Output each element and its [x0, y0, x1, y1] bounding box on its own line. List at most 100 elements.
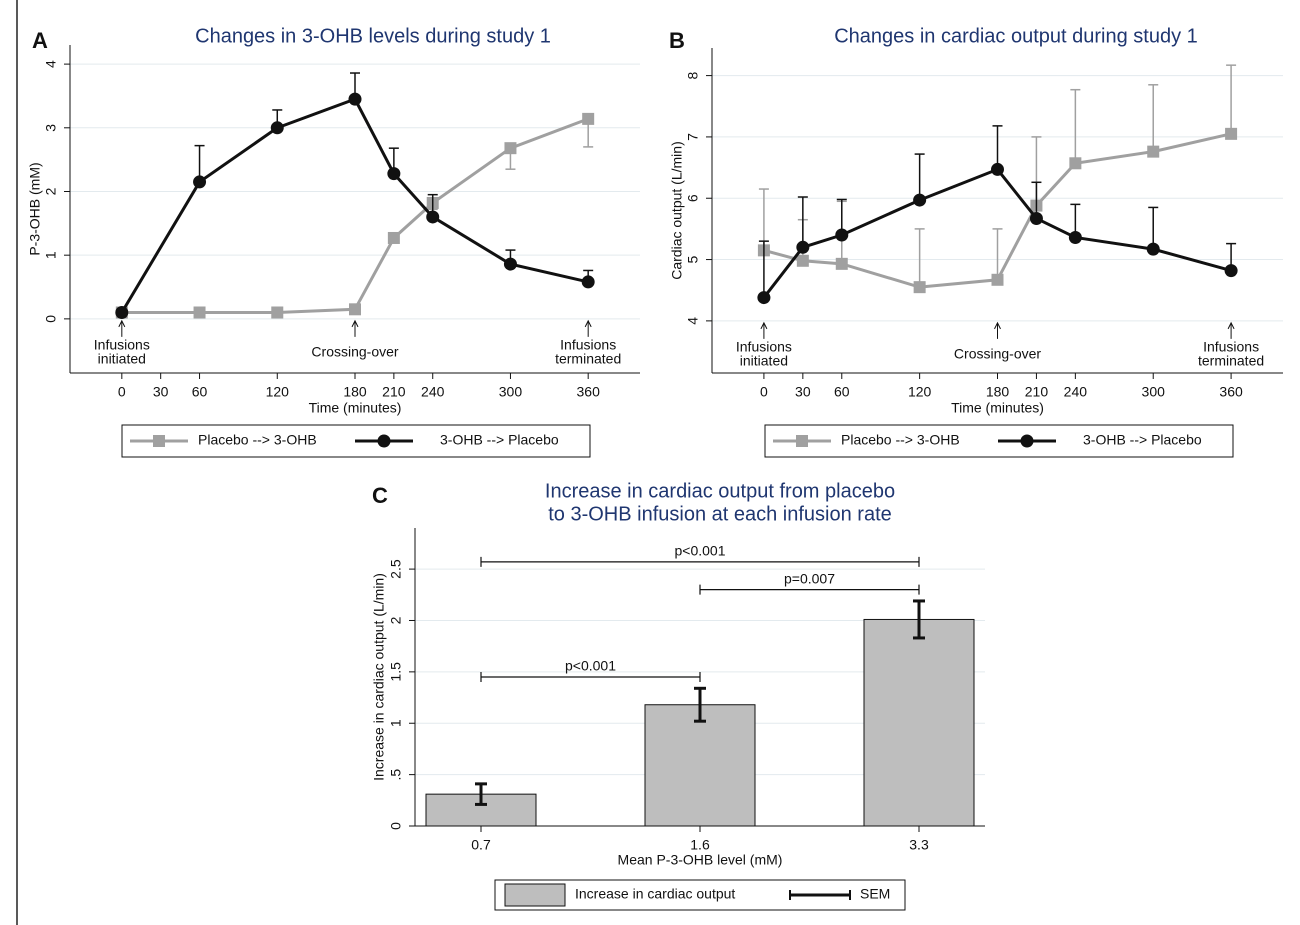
bar	[644, 704, 756, 827]
marker	[1225, 127, 1238, 140]
annotation-text: Infusions	[736, 339, 792, 355]
significance-bracket	[480, 556, 920, 567]
annotation-arrowhead	[118, 319, 126, 328]
legend-marker	[1020, 434, 1034, 448]
x-tick-label: 300	[1142, 384, 1166, 400]
y-tick-label: 5	[685, 255, 701, 263]
y-axis-label: P-3-OHB (mM)	[27, 162, 43, 255]
marker	[581, 275, 595, 289]
y-tick-label: 4	[43, 60, 59, 68]
x-tick-label: 120	[908, 384, 932, 400]
chart-title: Changes in cardiac output during study 1	[834, 25, 1198, 47]
significance-bracket	[699, 584, 920, 595]
chart-title: Changes in 3-OHB levels during study 1	[195, 25, 551, 47]
x-tick-label: 210	[382, 384, 406, 400]
annotation-text: Infusions	[94, 337, 150, 353]
legend-label: SEM	[860, 886, 890, 902]
marker	[1147, 145, 1160, 158]
legend-label: Placebo --> 3-OHB	[841, 432, 960, 448]
x-tick-label: 30	[153, 384, 169, 400]
y-tick-label: 6	[685, 194, 701, 202]
annotation-text: Infusions	[1203, 339, 1259, 355]
marker	[1146, 242, 1160, 256]
bar	[863, 618, 975, 827]
y-tick-label: 1	[43, 251, 59, 259]
annotation-text: terminated	[1198, 353, 1264, 369]
annotation-text: terminated	[555, 351, 621, 367]
x-tick-label: 60	[192, 384, 208, 400]
annotation-text: initiated	[98, 351, 146, 367]
panel-label: C	[372, 483, 388, 508]
chart-title: Increase in cardiac output from placebo	[545, 480, 895, 502]
x-tick-label: 240	[421, 384, 445, 400]
legend-swatch	[504, 883, 566, 907]
x-tick-label: 360	[1219, 384, 1243, 400]
marker	[387, 167, 401, 181]
annotation-text: Crossing-over	[954, 346, 1041, 362]
annotation-text: Crossing-over	[311, 344, 398, 360]
y-tick-label: 2	[388, 616, 404, 624]
y-tick-label: 7	[685, 133, 701, 141]
series-line	[121, 117, 589, 314]
x-tick-label: 120	[266, 384, 290, 400]
marker	[193, 175, 207, 189]
y-tick-label: 1.5	[388, 662, 404, 682]
marker	[503, 257, 517, 271]
legend-label: Increase in cardiac output	[575, 886, 735, 902]
marker	[913, 281, 926, 294]
y-axis-label: Increase in cardiac output (L/min)	[371, 573, 387, 781]
panel-label: B	[669, 28, 685, 53]
annotation-arrowhead	[994, 321, 1001, 330]
x-tick-label: 240	[1064, 384, 1088, 400]
x-tick-label: 300	[499, 384, 523, 400]
significance-bracket	[480, 672, 701, 682]
marker	[757, 291, 771, 305]
y-axis-label: Cardiac output (L/min)	[669, 141, 685, 280]
y-tick-label: 2	[43, 187, 59, 195]
significance-label: p<0.001	[675, 543, 726, 559]
y-tick-label: 0	[388, 822, 404, 830]
panel-label: A	[32, 28, 48, 53]
legend-marker	[796, 435, 808, 447]
marker	[991, 273, 1004, 286]
y-tick-label: .5	[388, 769, 404, 781]
x-tick-label: 180	[343, 384, 367, 400]
x-tick-label: 0	[760, 384, 768, 400]
legend-marker	[377, 434, 391, 448]
marker	[796, 254, 809, 267]
y-tick-label: 0	[43, 315, 59, 323]
marker	[835, 257, 848, 270]
marker	[504, 142, 517, 155]
legend-label: 3-OHB --> Placebo	[440, 432, 559, 448]
marker	[115, 305, 129, 319]
legend-label: Placebo --> 3-OHB	[198, 432, 317, 448]
annotation-arrowhead	[1227, 321, 1235, 330]
x-tick-label: 0.7	[471, 837, 491, 853]
y-tick-label: 4	[685, 317, 701, 325]
y-tick-label: 3	[43, 124, 59, 132]
x-axis-label: Time (minutes)	[309, 400, 402, 416]
y-tick-label: 8	[685, 71, 701, 79]
x-tick-label: 60	[834, 384, 850, 400]
chart-title: to 3-OHB infusion at each infusion rate	[548, 503, 892, 525]
marker	[913, 193, 927, 207]
marker	[582, 112, 595, 125]
marker	[349, 303, 361, 316]
marker	[270, 121, 284, 135]
x-tick-label: 30	[795, 384, 811, 400]
marker	[271, 306, 284, 319]
marker	[991, 162, 1004, 176]
y-tick-label: 1	[388, 719, 404, 727]
marker	[835, 228, 849, 242]
marker	[387, 231, 400, 244]
marker	[193, 306, 206, 319]
significance-label: p=0.007	[784, 570, 835, 586]
x-axis-label: Mean P-3-OHB level (mM)	[618, 852, 783, 868]
annotation-text: initiated	[740, 353, 788, 369]
x-tick-label: 180	[986, 384, 1010, 400]
marker	[1029, 211, 1043, 225]
marker	[426, 210, 440, 224]
x-tick-label: 0	[118, 384, 126, 400]
legend-label: 3-OHB --> Placebo	[1083, 432, 1202, 448]
